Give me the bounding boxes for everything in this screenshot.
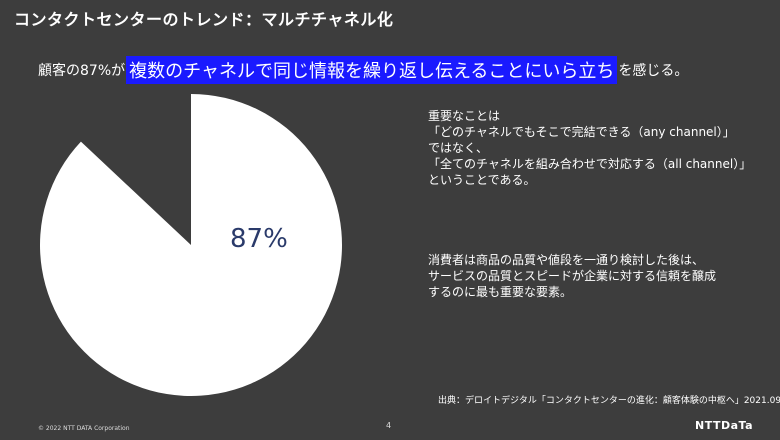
paragraph2-line: サービスの品質とスピードが企業に対する信頼を醸成 [428, 269, 717, 283]
headline: 顧客の87%が 複数のチャネルで同じ情報を繰り返し伝えることにいら立ち を感じる… [38, 56, 688, 84]
copyright: © 2022 NTT DATA Corporation [38, 425, 130, 432]
headline-highlight: 複数のチャネルで同じ情報を繰り返し伝えることにいら立ち [126, 56, 618, 84]
paragraph2-line: するのに最も重要な要素。 [428, 285, 573, 299]
paragraph1-line: 「どのチャネルでもそこで完結できる（any channel）」 [428, 125, 735, 139]
source-citation: 出典：デロイトデジタル「コンタクトセンターの進化：顧客体験の中枢へ」2021.0… [438, 396, 780, 406]
paragraph1-line: 重要なことは [428, 109, 501, 123]
page-number: 4 [386, 421, 392, 430]
headline-prefix: 顧客の87%が [38, 63, 126, 79]
slide-title: コンタクトセンターのトレンド：マルチチャネル化 [14, 10, 394, 29]
paragraph-service-quality: 消費者は商品の品質や値段を一通り検討した後は、 サービスの品質とスピードが企業に… [428, 252, 716, 300]
paragraph-any-all-channel: 重要なことは 「どのチャネルでもそこで完結できる（any channel）」 で… [428, 108, 751, 188]
paragraph2-line: 消費者は商品の品質や値段を一通り検討した後は、 [428, 253, 705, 267]
pie-chart [40, 94, 342, 396]
paragraph1-line: 「全てのチャネルを組み合わせで対応する（all channel）」 [428, 157, 752, 171]
pie-label: 87% [230, 224, 288, 254]
headline-suffix: を感じる。 [618, 63, 689, 79]
ntt-data-logo: NTTDaTa [695, 419, 754, 432]
paragraph1-line: ということである。 [428, 173, 536, 187]
pie-slice-87 [40, 94, 342, 396]
paragraph1-line: ではなく、 [428, 141, 489, 155]
